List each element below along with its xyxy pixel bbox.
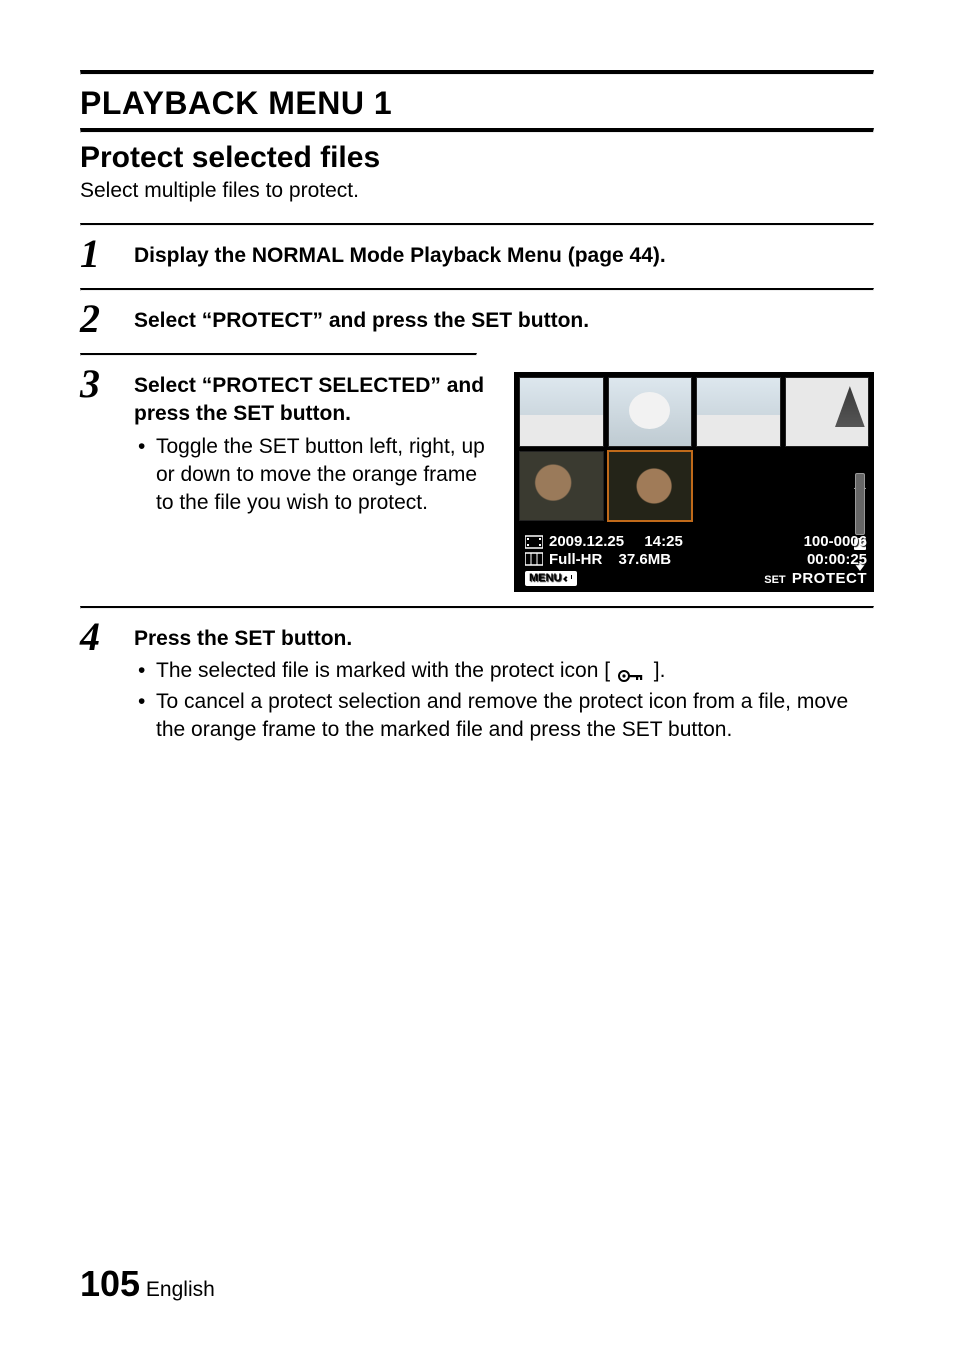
step-3-text-col: Select “PROTECT SELECTED” and press the … — [134, 372, 496, 592]
clip-icon — [525, 535, 543, 549]
step-3-body: Select “PROTECT SELECTED” and press the … — [134, 362, 874, 592]
thumb-7 — [696, 451, 781, 521]
protect-label: PROTECT — [792, 570, 867, 587]
page-language: English — [146, 1278, 215, 1301]
info-date: 2009.12.25 — [549, 533, 624, 550]
rule-under-title — [80, 128, 874, 133]
scroll-track — [855, 473, 865, 535]
info-line-3: MENU SET PROTECT — [525, 570, 867, 587]
section-heading: Protect selected files — [80, 141, 874, 175]
set-protect: SET PROTECT — [764, 570, 867, 587]
menu-label: MENU — [529, 572, 561, 585]
step-4-bullet-1-pre: The selected file is marked with the pro… — [156, 659, 610, 682]
manual-page: PLAYBACK MENU 1 Protect selected files S… — [0, 0, 954, 1345]
set-label: SET — [764, 574, 785, 586]
step-3: 3 Select “PROTECT SELECTED” and press th… — [80, 356, 874, 606]
step-2-body: Select “PROTECT” and press the SET butto… — [134, 297, 874, 335]
info-line-1: 2009.12.25 14:25 100-0006 — [525, 533, 867, 550]
step-2-number: 2 — [80, 297, 134, 339]
step-3-text: Select “PROTECT SELECTED” and press the … — [134, 374, 484, 425]
step-4-bullet-1: The selected file is marked with the pro… — [134, 657, 874, 685]
thumb-5 — [519, 451, 604, 521]
info-line-2: Full-HR 37.6MB 00:00:25 — [525, 551, 867, 568]
info-mode: Full-HR — [549, 551, 602, 568]
step-3-bullet-1: Toggle the SET button left, right, up or… — [134, 433, 496, 518]
step-4-text: Press the SET button. — [134, 627, 352, 650]
menu-button[interactable]: MENU — [525, 571, 577, 586]
section-lead: Select multiple files to protect. — [80, 179, 874, 203]
page-number: 105 — [80, 1263, 140, 1304]
info-time: 14:25 — [644, 533, 682, 550]
step-4-bullet-1-post: ]. — [654, 659, 666, 682]
step-1-body: Display the NORMAL Mode Playback Menu (p… — [134, 232, 874, 270]
thumb-6-selected — [608, 451, 693, 521]
info-duration: 00:00:25 — [807, 551, 867, 568]
step-2: 2 Select “PROTECT” and press the SET but… — [80, 291, 874, 353]
screenshot-info: 2009.12.25 14:25 100-0006 — [515, 529, 873, 591]
info-fileno: 100-0006 — [804, 533, 867, 550]
page-title: PLAYBACK MENU 1 — [80, 85, 874, 122]
return-icon — [563, 573, 573, 583]
step-4-bullet-2: To cancel a protect selection and remove… — [134, 688, 874, 745]
camera-screenshot: 2009.12.25 14:25 100-0006 — [514, 372, 874, 592]
protect-key-icon — [618, 664, 646, 680]
thumb-1 — [519, 377, 604, 447]
thumb-4 — [785, 377, 870, 447]
thumb-2 — [608, 377, 693, 447]
step-3-bullets: Toggle the SET button left, right, up or… — [134, 433, 496, 518]
step-1-text: Display the NORMAL Mode Playback Menu (p… — [134, 244, 666, 267]
rule-top — [80, 70, 874, 75]
thumb-3 — [696, 377, 781, 447]
step-1-number: 1 — [80, 232, 134, 274]
step-4-body: Press the SET button. The selected file … — [134, 615, 874, 746]
info-size: 37.6MB — [619, 551, 672, 568]
step-2-text: Select “PROTECT” and press the SET butto… — [134, 309, 589, 332]
step-1: 1 Display the NORMAL Mode Playback Menu … — [80, 226, 874, 288]
step-4-bullets: The selected file is marked with the pro… — [134, 657, 874, 744]
step-3-number: 3 — [80, 362, 134, 404]
thumb-grid — [515, 373, 873, 525]
step-4-number: 4 — [80, 615, 134, 657]
page-footer: 105 English — [80, 1263, 874, 1305]
hd-icon — [525, 552, 543, 566]
step-4: 4 Press the SET button. The selected fil… — [80, 609, 874, 760]
